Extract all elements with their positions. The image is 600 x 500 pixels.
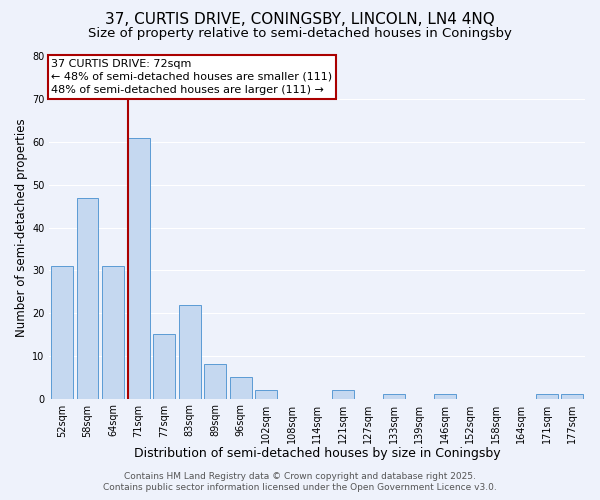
Bar: [536, 394, 557, 398]
Bar: [256, 390, 277, 398]
Bar: [179, 304, 200, 398]
Bar: [128, 138, 149, 398]
Text: Size of property relative to semi-detached houses in Coningsby: Size of property relative to semi-detach…: [88, 28, 512, 40]
Y-axis label: Number of semi-detached properties: Number of semi-detached properties: [15, 118, 28, 337]
Bar: [77, 198, 98, 398]
Text: Contains HM Land Registry data © Crown copyright and database right 2025.
Contai: Contains HM Land Registry data © Crown c…: [103, 472, 497, 492]
Bar: [154, 334, 175, 398]
Bar: [562, 394, 583, 398]
Bar: [205, 364, 226, 398]
Bar: [383, 394, 404, 398]
Bar: [332, 390, 353, 398]
X-axis label: Distribution of semi-detached houses by size in Coningsby: Distribution of semi-detached houses by …: [134, 447, 500, 460]
Text: 37 CURTIS DRIVE: 72sqm
← 48% of semi-detached houses are smaller (111)
48% of se: 37 CURTIS DRIVE: 72sqm ← 48% of semi-det…: [52, 58, 332, 95]
Bar: [103, 266, 124, 398]
Bar: [434, 394, 455, 398]
Bar: [52, 266, 73, 398]
Text: 37, CURTIS DRIVE, CONINGSBY, LINCOLN, LN4 4NQ: 37, CURTIS DRIVE, CONINGSBY, LINCOLN, LN…: [105, 12, 495, 28]
Bar: [230, 377, 251, 398]
